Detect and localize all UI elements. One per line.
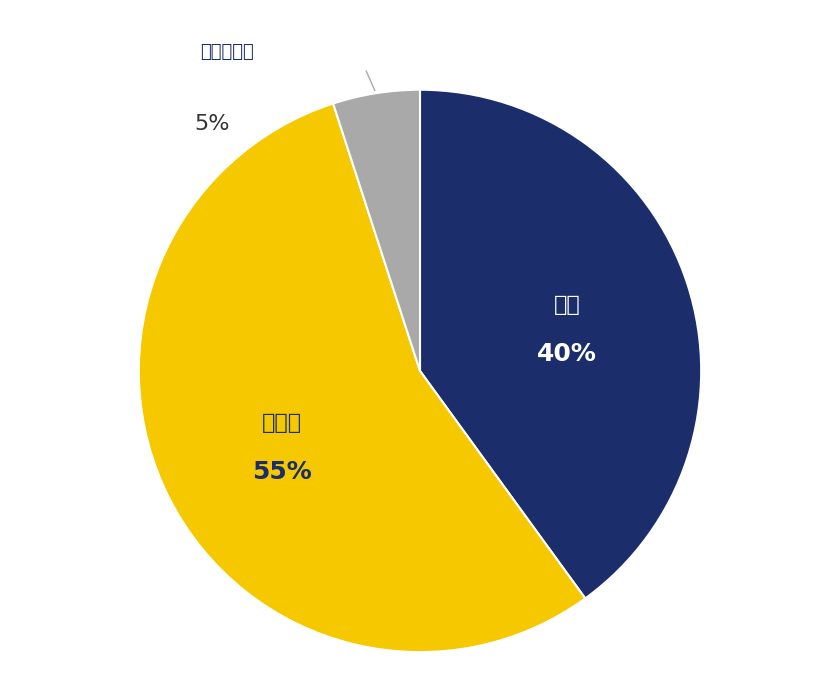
Text: いない: いない [262, 413, 302, 433]
Text: 40%: 40% [537, 342, 597, 365]
Text: わからない: わからない [200, 42, 254, 61]
Text: 55%: 55% [252, 459, 312, 484]
Text: 5%: 5% [194, 114, 229, 134]
Wedge shape [139, 104, 585, 652]
Text: いた: いた [554, 295, 580, 315]
Wedge shape [420, 90, 701, 599]
Wedge shape [333, 90, 420, 371]
